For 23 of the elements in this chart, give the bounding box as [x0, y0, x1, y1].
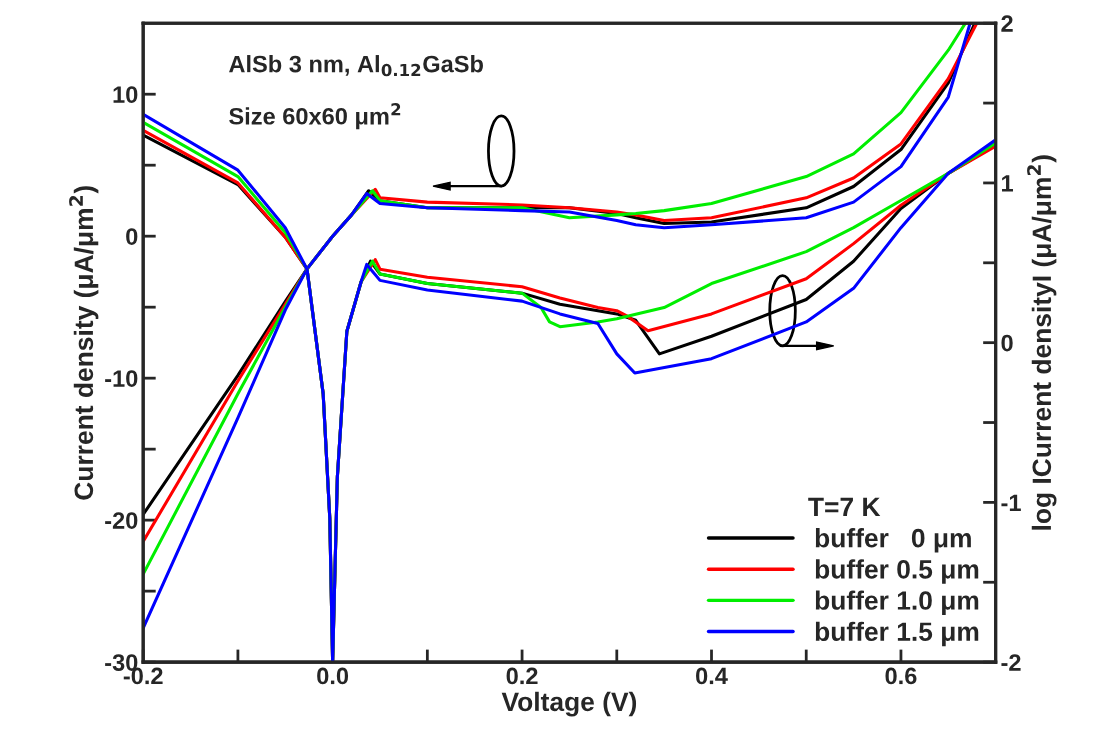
annotation: Size 60x60 μm$^{2}$ [229, 103, 401, 130]
x-tick-label: 0.2 [506, 667, 538, 685]
y2-tick-label: 1 [1002, 175, 1013, 192]
y-tick-label: 0 [126, 228, 138, 245]
legend-label: buffer 0 μm [815, 528, 971, 553]
annotation: AlSb 3 nm, Al$_{0.12}$GaSb [229, 55, 483, 77]
y-tick-label: -10 [105, 370, 138, 387]
y-axis-title: Current density (μA/μm$^{2}$) [69, 186, 99, 500]
x-tick-label: 0.4 [696, 667, 728, 685]
x-tick-label: 0.0 [317, 667, 349, 685]
legend-label: buffer 1.5 μm [815, 621, 979, 647]
y-tick-label: 10 [113, 86, 138, 103]
y-tick-label: -20 [105, 512, 138, 529]
x-tick-label: 0.6 [885, 667, 917, 685]
legend-label: buffer 1.0 μm [815, 590, 979, 615]
y2-axis-title: log ICurrent densityI (μA/μm$^{2}$) [1027, 155, 1057, 530]
y2-tick-label: 2 [1001, 15, 1013, 32]
y2-tick-label: -1 [1001, 494, 1021, 511]
y2-tick-label: -2 [1001, 654, 1021, 671]
y2-tick-label: 0 [1001, 334, 1013, 352]
legend-title: T=7 K [808, 497, 881, 517]
x-axis-title: Voltage (V) [501, 691, 637, 717]
legend-label: buffer 0.5 μm [815, 559, 979, 584]
